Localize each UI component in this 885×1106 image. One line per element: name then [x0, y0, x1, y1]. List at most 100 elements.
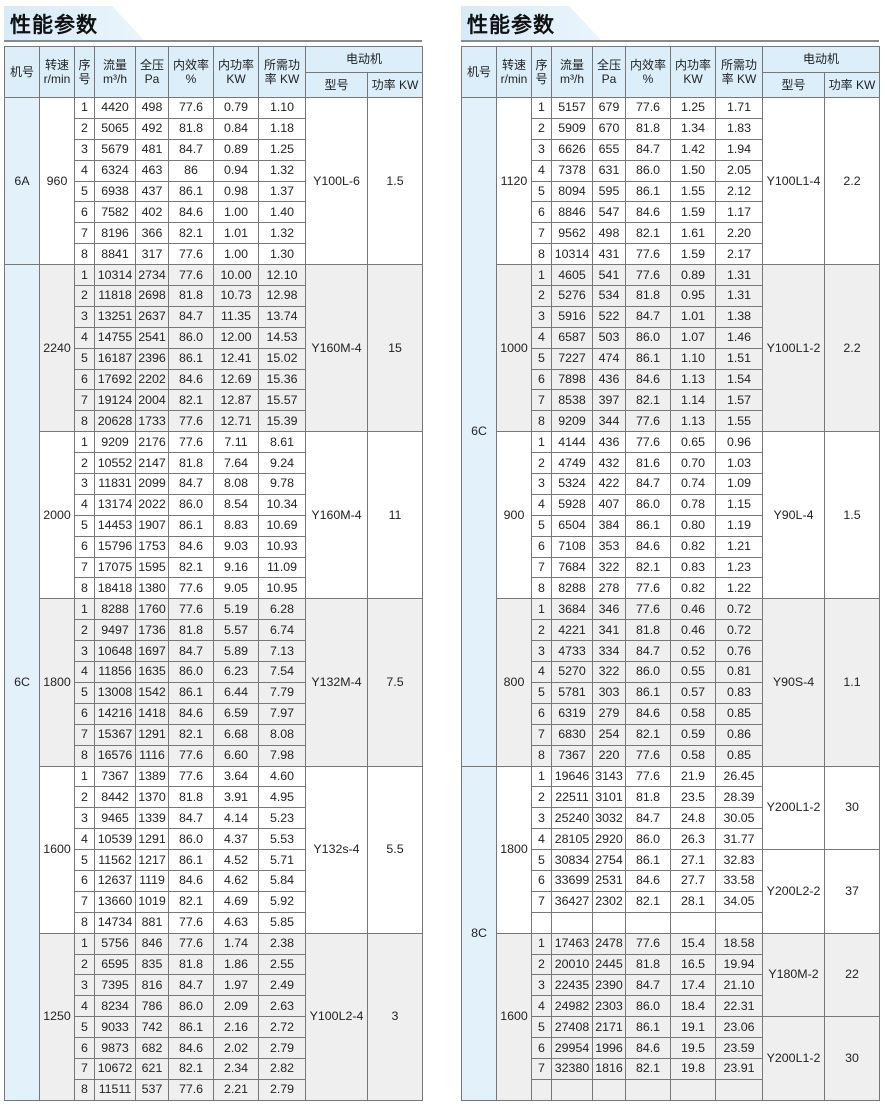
internal-power-value: 4.37 — [213, 828, 259, 851]
efficiency-value: 84.7 — [168, 640, 214, 663]
efficiency-value: 86.0 — [168, 995, 214, 1018]
header-motor-type: 型号 — [762, 71, 825, 98]
table-row: 7 13660 1019 82.1 4.69 5.92 — [5, 890, 423, 913]
table-row: 4 28105 2920 86.0 26.3 31.77 — [462, 828, 880, 851]
pressure-value: 341 — [592, 619, 626, 642]
seq-value: 1 — [531, 932, 552, 955]
required-power-value: 2.63 — [258, 995, 306, 1018]
required-power-value: 8.08 — [258, 723, 306, 746]
pressure-value: 2176 — [135, 431, 169, 454]
flow-value: 14755 — [94, 326, 136, 349]
internal-power-value: 0.84 — [213, 117, 259, 140]
efficiency-value: 77.6 — [168, 911, 214, 934]
seq-value: 8 — [74, 1078, 95, 1101]
header-flow-unit: m³/h — [103, 72, 127, 86]
efficiency-value: 82.1 — [625, 556, 671, 579]
seq-value: 4 — [531, 828, 552, 851]
pressure-value: 2478 — [592, 932, 626, 955]
header-required-power-label: 所需功 — [720, 58, 757, 72]
section-header: 性能参数 — [4, 0, 422, 42]
table-row: 1600 1 7367 1389 77.6 3.64 4.60 Y132s-4 5.5 — [5, 765, 424, 934]
required-power-value: 13.74 — [258, 305, 306, 328]
seq-value: 3 — [531, 473, 552, 495]
table-row: 7 32380 1816 82.1 19.8 23.91 — [462, 1057, 880, 1080]
flow-value: 29954 — [551, 1037, 593, 1059]
flow-value — [551, 911, 593, 934]
internal-power-value — [670, 1078, 716, 1101]
seq-value: 3 — [74, 138, 95, 161]
header-flow: 流量 m³/h — [551, 46, 593, 98]
motor-type: Y160M-4 — [305, 264, 368, 433]
seq-value: 7 — [531, 389, 552, 412]
pressure-value: 436 — [592, 368, 626, 391]
flow-value: 6504 — [551, 514, 593, 537]
seq-value: 5 — [531, 347, 552, 370]
pressure-value: 679 — [592, 97, 626, 119]
seq-value: 6 — [74, 201, 95, 224]
required-power-value: 0.83 — [715, 681, 763, 704]
internal-power-value: 8.54 — [213, 493, 259, 516]
seq-value: 1 — [531, 97, 552, 119]
efficiency-value: 81.8 — [625, 953, 671, 976]
header-machine: 机号 — [4, 46, 40, 98]
pressure-value: 1996 — [592, 1037, 626, 1059]
efficiency-value: 84.7 — [168, 305, 214, 328]
required-power-value: 1.55 — [715, 410, 763, 433]
required-power-value: 0.72 — [715, 598, 763, 621]
efficiency-value: 77.6 — [168, 577, 214, 600]
seq-value — [531, 1078, 552, 1101]
table-row: 2 8442 1370 81.8 3.91 4.95 — [5, 786, 423, 809]
seq-value: 5 — [74, 514, 95, 537]
header-seq-label: 序号 — [78, 58, 91, 86]
internal-power-value: 1.86 — [213, 953, 259, 976]
table-row: 3 5679 481 84.7 0.89 1.25 — [5, 138, 423, 161]
required-power-value: 31.77 — [715, 828, 763, 851]
required-power-value: 1.15 — [715, 493, 763, 516]
header-motor-type: 型号 — [305, 71, 368, 98]
efficiency-value: 77.6 — [625, 264, 671, 287]
pressure-value: 1760 — [135, 598, 169, 621]
table-row: 7 19124 2004 82.1 12.87 15.57 — [5, 389, 423, 412]
table-row: 8 20628 1733 77.6 12.71 15.39 — [5, 410, 423, 433]
seq-value: 5 — [74, 849, 95, 871]
flow-value: 8094 — [551, 180, 593, 203]
internal-power-value: 10.73 — [213, 285, 259, 307]
motor-power: 11 — [366, 431, 424, 600]
required-power-value: 2.12 — [715, 180, 763, 203]
motor-power: 1.5 — [366, 96, 424, 266]
pressure-value: 1635 — [135, 661, 169, 683]
required-power-value: 10.95 — [258, 577, 306, 600]
table-row: 3 13251 2637 84.7 11.35 13.74 — [5, 305, 423, 328]
internal-power-value: 19.1 — [670, 1016, 716, 1039]
performance-panel-right: 性能参数 机号 转速 r/min 序号 流量 m³/h 全压 Pa 内效率% 内功率 KW 所需功率 … — [461, 0, 881, 1101]
table-row: 2 5909 670 81.8 1.34 1.83 — [462, 117, 880, 140]
table-row: 2 5276 534 81.8 0.95 1.31 — [462, 285, 880, 307]
flow-value: 5909 — [551, 117, 593, 140]
seq-value: 7 — [531, 890, 552, 913]
seq-value: 1 — [531, 598, 552, 621]
internal-power-value: 0.57 — [670, 681, 716, 704]
seq-value: 2 — [531, 953, 552, 976]
seq-value: 6 — [74, 869, 95, 892]
required-power-value: 15.36 — [258, 368, 306, 391]
pressure-value: 1291 — [135, 723, 169, 746]
header-row: 机号 转速 r/min 序号 流量 m³/h 全压 Pa 内效率% 内功率 KW 所需功率 KW 电动机 — [461, 46, 881, 98]
table-row: 2 20010 2445 81.8 16.5 19.94 — [462, 953, 880, 976]
speed-value: 1600 — [39, 765, 75, 934]
internal-power-value: 0.58 — [670, 744, 716, 767]
efficiency-value: 86.1 — [625, 347, 671, 370]
header-speed: 转速 r/min — [39, 46, 75, 98]
header-required-power-unit: 率 KW — [721, 72, 757, 86]
internal-power-value: 0.46 — [670, 619, 716, 642]
flow-value: 11511 — [94, 1078, 136, 1101]
pressure-value — [592, 1078, 626, 1101]
table-row: 6 33699 2531 84.6 27.7 33.58 — [462, 869, 880, 892]
table-row: 3 5916 522 84.7 1.01 1.38 — [462, 305, 880, 328]
table-row: 6 7108 353 84.6 0.82 1.21 — [462, 535, 880, 558]
internal-power-value: 0.83 — [670, 556, 716, 579]
header-efficiency-unit: % — [642, 72, 654, 86]
required-power-value: 1.51 — [715, 347, 763, 370]
seq-value: 2 — [531, 619, 552, 642]
required-power-value: 1.31 — [715, 264, 763, 287]
table-row: 7 36427 2302 82.1 28.1 34.05 — [462, 890, 880, 913]
